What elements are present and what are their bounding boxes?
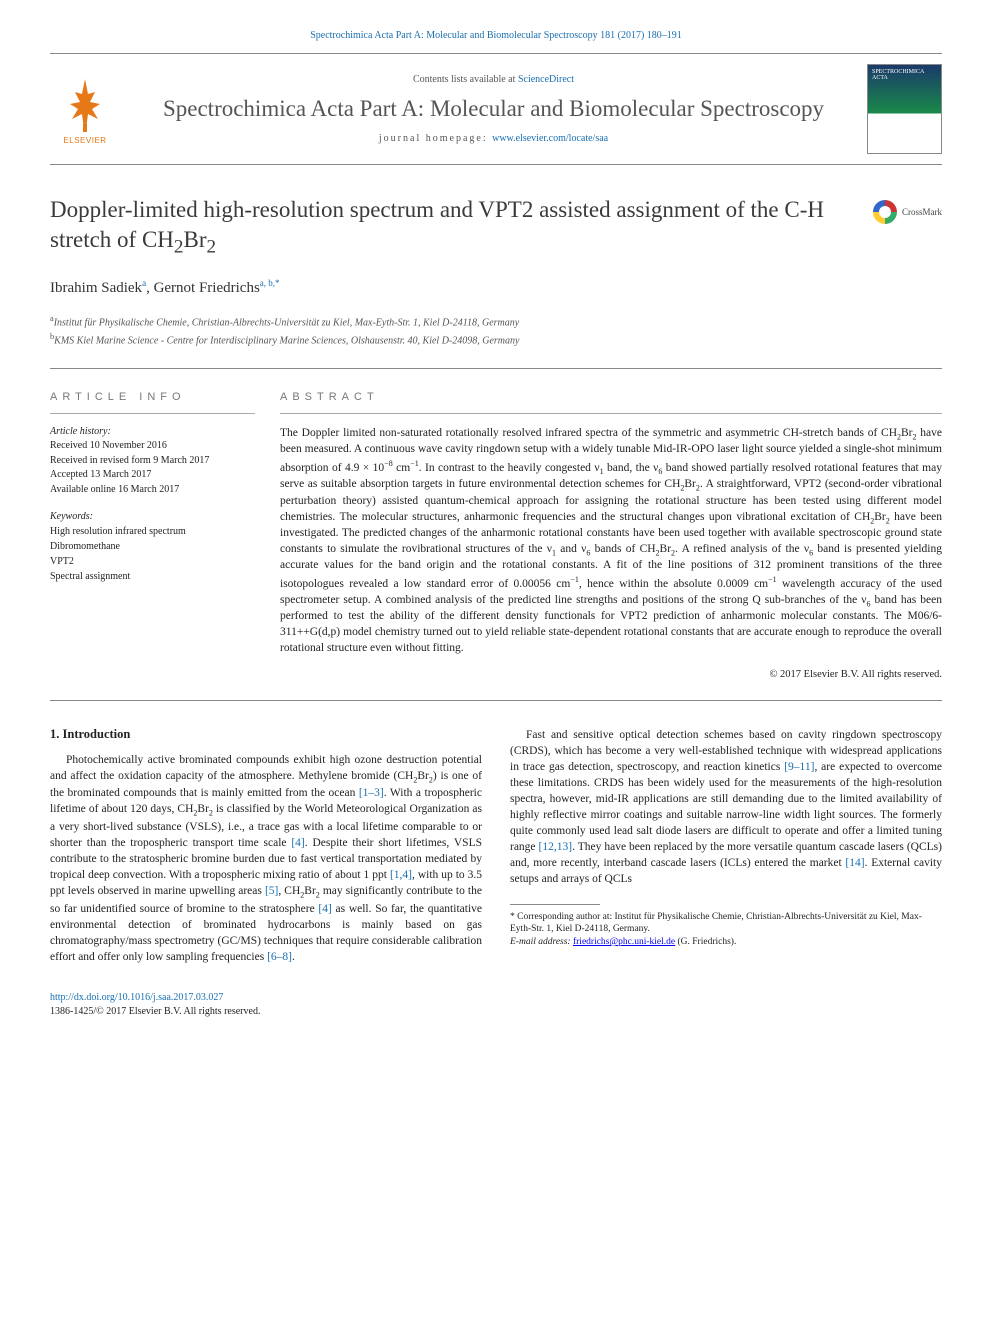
title-part-2: Br xyxy=(184,227,207,252)
author-2: , Gernot Friedrichs xyxy=(146,280,260,296)
affil-a-text: Institut für Physikalische Chemie, Chris… xyxy=(54,318,520,329)
journal-header: ELSEVIER Contents lists available at Sci… xyxy=(50,53,942,165)
abs-t: band, the ν xyxy=(604,462,659,474)
ref-link[interactable]: [4] xyxy=(318,903,331,915)
top-citation: Spectrochimica Acta Part A: Molecular an… xyxy=(50,30,942,41)
footnote-corr-label: * Corresponding author at: xyxy=(510,912,614,922)
bt: may xyxy=(320,885,343,897)
journal-cover-thumbnail: SPECTROCHIMICA ACTA xyxy=(867,64,942,154)
elsevier-logo: ELSEVIER xyxy=(50,69,120,149)
abs-t: and ν xyxy=(556,543,586,555)
abs-t: . A refined analysis of the ν xyxy=(675,543,809,555)
keywords-heading: Keywords: xyxy=(50,511,255,522)
keyword-item: High resolution infrared spectrum xyxy=(50,524,255,539)
body-two-column: 1. Introduction Photochemically active b… xyxy=(50,727,942,965)
abs-t: Br xyxy=(660,543,672,555)
footnote-email-suffix: (G. Friedrichs). xyxy=(675,937,736,947)
homepage-link[interactable]: www.elsevier.com/locate/saa xyxy=(492,133,608,144)
article-info-block: ARTICLE INFO Article history: Received 1… xyxy=(50,391,280,680)
affiliations: aInstitut für Physikalische Chemie, Chri… xyxy=(50,313,942,369)
title-row: Doppler-limited high-resolution spectrum… xyxy=(50,195,942,260)
issn-copyright: 1386-1425/© 2017 Elsevier B.V. All right… xyxy=(50,1006,260,1017)
abs-t: cm xyxy=(393,462,410,474)
abstract-heading: ABSTRACT xyxy=(280,391,942,414)
abstract-copyright: © 2017 Elsevier B.V. All rights reserved… xyxy=(280,669,942,680)
abs-t: bands of CH xyxy=(590,543,655,555)
bt: , CH xyxy=(278,885,300,897)
abs-t: Br xyxy=(684,478,696,490)
abs-t: . In contrast to the heavily congested ν xyxy=(419,462,600,474)
bt: Br xyxy=(304,885,316,897)
bt: Br xyxy=(197,803,209,815)
bt: . xyxy=(292,951,295,963)
bt: Br xyxy=(417,770,429,782)
ref-link[interactable]: [4] xyxy=(291,837,304,849)
crossmark-label: CrossMark xyxy=(902,207,942,217)
keyword-item: Spectral assignment xyxy=(50,569,255,584)
section-1-heading: 1. Introduction xyxy=(50,727,482,742)
crossmark-icon xyxy=(873,200,897,224)
history-item: Accepted 13 March 2017 xyxy=(50,468,255,483)
title-part-1: Doppler-limited high-resolution spectrum… xyxy=(50,197,824,252)
affiliation-a: aInstitut für Physikalische Chemie, Chri… xyxy=(50,313,942,330)
ref-link[interactable]: [5] xyxy=(265,885,278,897)
abstract-block: ABSTRACT The Doppler limited non-saturat… xyxy=(280,391,942,680)
intro-paragraph-2: Fast and sensitive optical detection sch… xyxy=(510,727,942,888)
ref-link[interactable]: [12,13] xyxy=(539,841,573,853)
keyword-item: VPT2 xyxy=(50,554,255,569)
doi-link[interactable]: http://dx.doi.org/10.1016/j.saa.2017.03.… xyxy=(50,992,223,1003)
author-1: Ibrahim Sadiek xyxy=(50,280,142,296)
intro-paragraph-1: Photochemically active brominated compou… xyxy=(50,752,482,965)
page-footer: http://dx.doi.org/10.1016/j.saa.2017.03.… xyxy=(50,991,942,1019)
keywords-list: High resolution infrared spectrum Dibrom… xyxy=(50,524,255,584)
affiliation-b: bKMS Kiel Marine Science - Centre for In… xyxy=(50,331,942,348)
history-item: Available online 16 March 2017 xyxy=(50,483,255,498)
elsevier-tree-icon xyxy=(60,74,110,134)
history-item: Received in revised form 9 March 2017 xyxy=(50,454,255,469)
bt: , are expected to overcome these limitat… xyxy=(510,761,942,853)
corresponding-author-footnote: * Corresponding author at: Institut für … xyxy=(510,911,942,949)
footnote-email-link[interactable]: friedrichs@phc.uni-kiel.de xyxy=(573,937,675,947)
article-title: Doppler-limited high-resolution spectrum… xyxy=(50,195,853,260)
history-heading: Article history: xyxy=(50,426,255,437)
info-abstract-row: ARTICLE INFO Article history: Received 1… xyxy=(50,369,942,701)
title-sub-1: 2 xyxy=(174,236,184,257)
ref-link[interactable]: [14] xyxy=(845,857,864,869)
ref-link[interactable]: [1–3] xyxy=(359,787,384,799)
title-sub-2: 2 xyxy=(207,236,217,257)
ref-link[interactable]: [1,4] xyxy=(390,869,412,881)
article-info-heading: ARTICLE INFO xyxy=(50,391,255,414)
abs-t: The Doppler limited non-saturated rotati… xyxy=(280,427,897,439)
homepage-line: journal homepage: www.elsevier.com/locat… xyxy=(138,133,849,144)
footnote-separator xyxy=(510,904,600,905)
abs-t: Br xyxy=(874,511,886,523)
header-center: Contents lists available at ScienceDirec… xyxy=(138,74,849,145)
author-list: Ibrahim Sadieka, Gernot Friedrichsa, b,* xyxy=(50,278,942,297)
elsevier-wordmark: ELSEVIER xyxy=(63,136,106,145)
contents-prefix: Contents lists available at xyxy=(413,74,518,85)
homepage-label: journal homepage: xyxy=(379,133,492,144)
footnote-email-label: E-mail address: xyxy=(510,937,573,947)
ref-link[interactable]: [6–8] xyxy=(267,951,292,963)
history-item: Received 10 November 2016 xyxy=(50,439,255,454)
keyword-item: Dibromomethane xyxy=(50,539,255,554)
journal-name: Spectrochimica Acta Part A: Molecular an… xyxy=(138,95,849,124)
cover-label: SPECTROCHIMICA ACTA xyxy=(872,69,941,81)
affil-b-text: KMS Kiel Marine Science - Centre for Int… xyxy=(54,335,519,346)
abs-t: , hence within the absolute 0.0009 cm xyxy=(579,578,768,590)
sciencedirect-link[interactable]: ScienceDirect xyxy=(518,74,574,85)
crossmark-badge[interactable]: CrossMark xyxy=(873,200,942,224)
corresponding-star: * xyxy=(275,278,280,288)
abs-t: Br xyxy=(901,427,913,439)
contents-available-line: Contents lists available at ScienceDirec… xyxy=(138,74,849,85)
history-list: Received 10 November 2016 Received in re… xyxy=(50,439,255,497)
ref-link[interactable]: [9–11] xyxy=(784,761,814,773)
abstract-text: The Doppler limited non-saturated rotati… xyxy=(280,426,942,657)
author-2-affil: a, b, xyxy=(260,278,275,288)
